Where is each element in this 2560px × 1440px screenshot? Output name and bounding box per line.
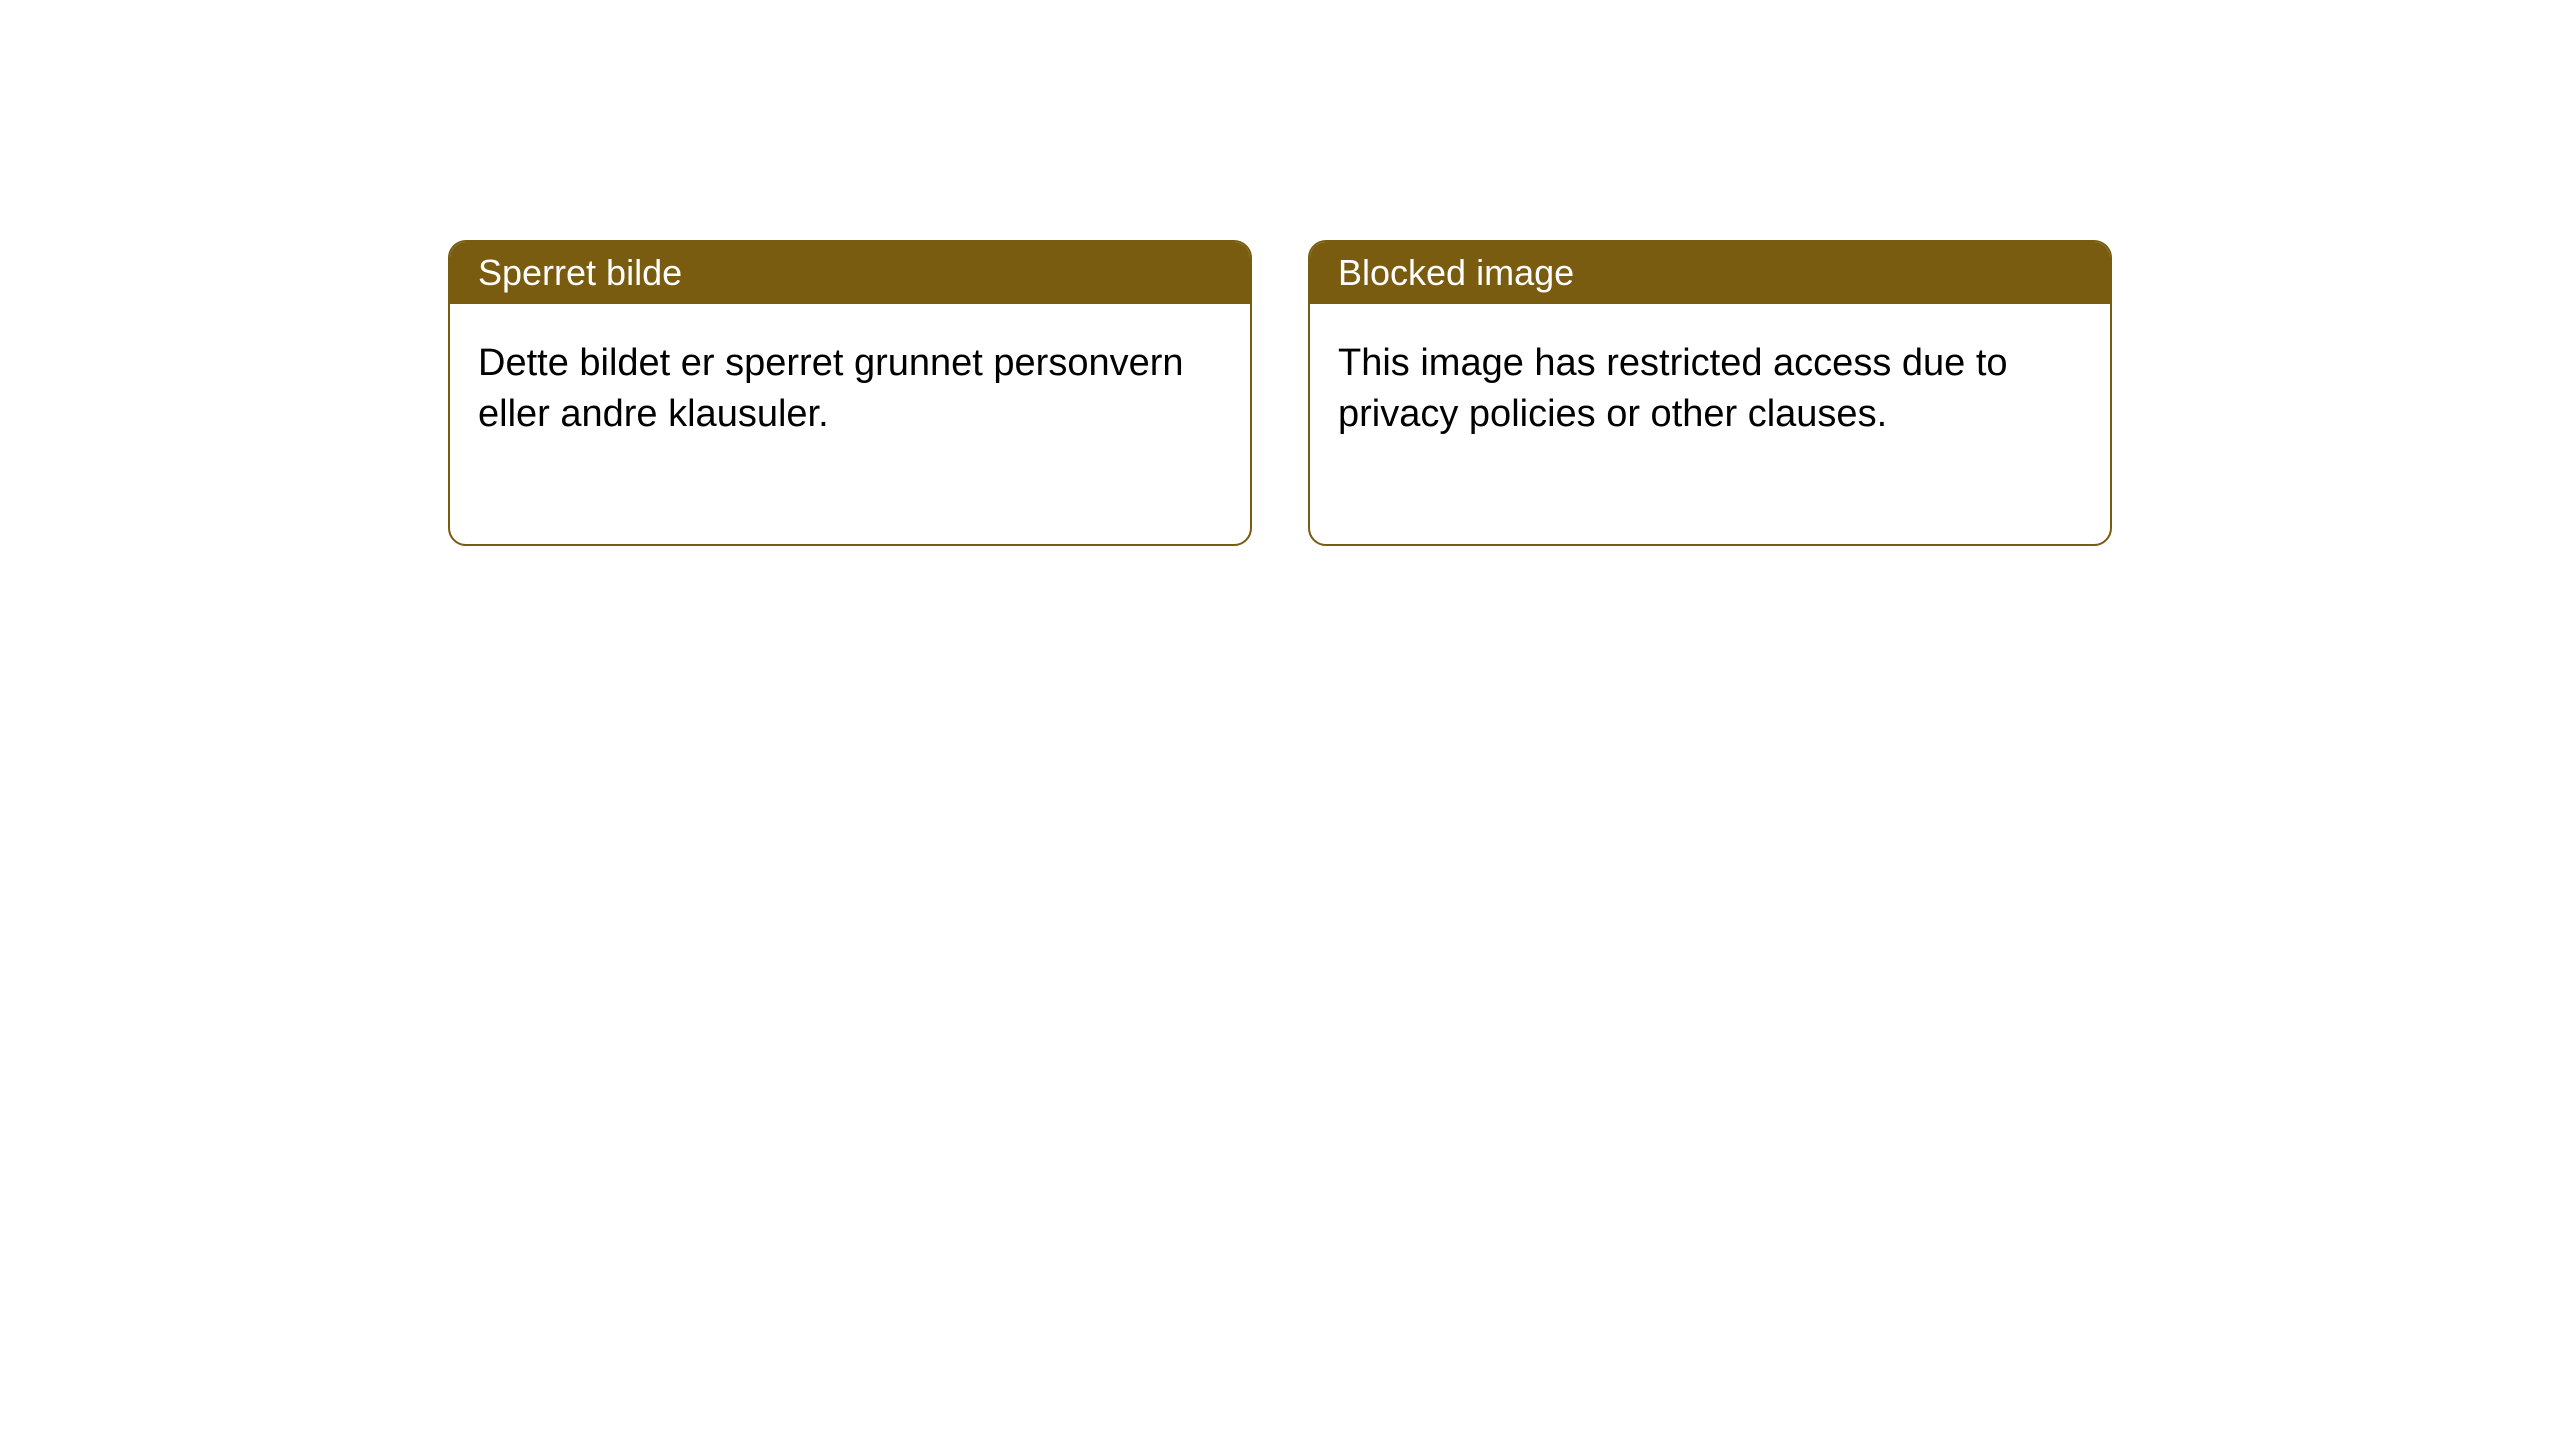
card-title: Sperret bilde xyxy=(450,242,1250,304)
card-body: Dette bildet er sperret grunnet personve… xyxy=(450,304,1250,544)
notice-container: Sperret bilde Dette bildet er sperret gr… xyxy=(0,0,2560,546)
blocked-image-card-norwegian: Sperret bilde Dette bildet er sperret gr… xyxy=(448,240,1252,546)
blocked-image-card-english: Blocked image This image has restricted … xyxy=(1308,240,2112,546)
card-body: This image has restricted access due to … xyxy=(1310,304,2110,544)
card-title: Blocked image xyxy=(1310,242,2110,304)
